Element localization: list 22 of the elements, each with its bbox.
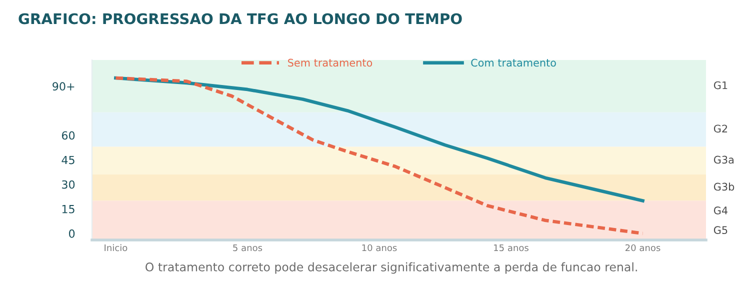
x-tick-label: 5 anos (233, 244, 262, 252)
band-label: G1 (714, 81, 728, 90)
line-series (114, 76, 644, 236)
band-label: G5 (714, 226, 728, 234)
x-tick-label: 15 anos (494, 244, 528, 252)
y-tick-label: 0 (68, 229, 75, 238)
legend-label: Sem tratamento (288, 58, 372, 67)
text: O tratamento correto pode desacelerar significativamente a perda de funcao renal. (146, 262, 637, 274)
y-tick-label: 90+ (52, 82, 74, 91)
y-tick-label: 15 (62, 205, 74, 214)
band-label: G3b (714, 182, 734, 191)
y-tick-label: 60 (62, 131, 75, 140)
chart-title: GRAFICO: PROGRESSAO DA TFG AO LONGO DO TEMPO (18, 13, 462, 24)
band-label: G3a (714, 156, 734, 164)
x-tick-label: 10 anos (362, 244, 397, 252)
y-tick-label: 30 (62, 180, 75, 189)
band-label: G2 (714, 124, 728, 133)
y-tick-label: 45 (62, 156, 74, 164)
band-label: G4 (714, 206, 728, 214)
legend-label: Com tratamento (471, 58, 556, 67)
x-tick-label: Inicio (104, 244, 128, 252)
x-tick-label: 20 anos (626, 244, 660, 252)
